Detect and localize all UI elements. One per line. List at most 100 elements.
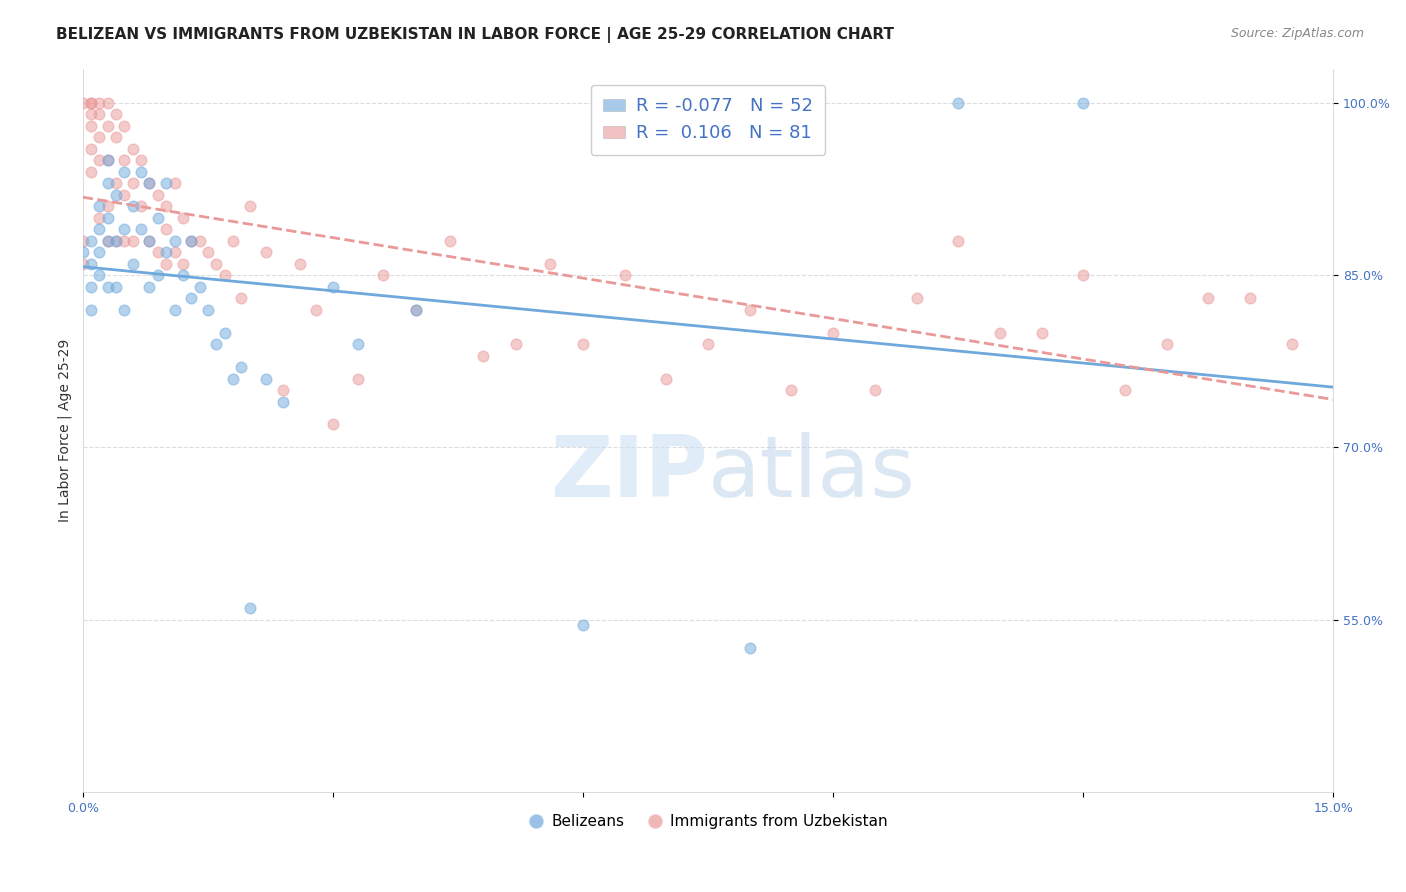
- Point: [205, 257, 228, 271]
- Point: [905, 291, 928, 305]
- Point: [89, 268, 111, 283]
- Point: [222, 234, 245, 248]
- Point: [155, 245, 177, 260]
- Text: BELIZEAN VS IMMIGRANTS FROM UZBEKISTAN IN LABOR FORCE | AGE 25-29 CORRELATION CH: BELIZEAN VS IMMIGRANTS FROM UZBEKISTAN I…: [56, 27, 894, 43]
- Point: [163, 245, 186, 260]
- Point: [146, 245, 169, 260]
- Point: [138, 234, 160, 248]
- Point: [121, 142, 143, 156]
- Point: [97, 279, 120, 293]
- Point: [197, 245, 219, 260]
- Point: [114, 234, 136, 248]
- Point: [80, 257, 103, 271]
- Point: [121, 199, 143, 213]
- Point: [172, 257, 194, 271]
- Point: [572, 337, 595, 351]
- Point: [80, 95, 103, 110]
- Point: [231, 360, 253, 375]
- Point: [823, 326, 845, 340]
- Point: [1071, 268, 1094, 283]
- Point: [89, 245, 111, 260]
- Point: [205, 337, 228, 351]
- Point: [97, 177, 120, 191]
- Point: [97, 211, 120, 225]
- Point: [172, 211, 194, 225]
- Point: [121, 257, 143, 271]
- Point: [89, 95, 111, 110]
- Point: [121, 234, 143, 248]
- Point: [948, 234, 970, 248]
- Point: [80, 302, 103, 317]
- Point: [146, 211, 169, 225]
- Point: [305, 302, 328, 317]
- Point: [697, 337, 720, 351]
- Point: [405, 302, 427, 317]
- Point: [80, 95, 103, 110]
- Point: [271, 383, 294, 397]
- Y-axis label: In Labor Force | Age 25-29: In Labor Force | Age 25-29: [58, 339, 72, 522]
- Point: [988, 326, 1011, 340]
- Point: [80, 142, 103, 156]
- Point: [1197, 291, 1219, 305]
- Point: [105, 279, 128, 293]
- Point: [538, 257, 561, 271]
- Point: [105, 234, 128, 248]
- Point: [180, 234, 202, 248]
- Point: [105, 130, 128, 145]
- Point: [121, 177, 143, 191]
- Point: [138, 177, 160, 191]
- Point: [163, 302, 186, 317]
- Point: [155, 222, 177, 236]
- Point: [780, 383, 803, 397]
- Point: [738, 302, 761, 317]
- Text: ZIP: ZIP: [550, 432, 709, 516]
- Point: [214, 268, 236, 283]
- Point: [572, 618, 595, 632]
- Point: [254, 371, 277, 385]
- Point: [80, 234, 103, 248]
- Point: [89, 130, 111, 145]
- Text: Source: ZipAtlas.com: Source: ZipAtlas.com: [1230, 27, 1364, 40]
- Point: [155, 199, 177, 213]
- Point: [1114, 383, 1136, 397]
- Point: [129, 222, 152, 236]
- Point: [105, 187, 128, 202]
- Point: [1156, 337, 1178, 351]
- Point: [138, 234, 160, 248]
- Point: [214, 326, 236, 340]
- Point: [72, 95, 94, 110]
- Point: [114, 165, 136, 179]
- Point: [163, 234, 186, 248]
- Point: [1071, 95, 1094, 110]
- Point: [97, 119, 120, 133]
- Point: [114, 187, 136, 202]
- Point: [72, 257, 94, 271]
- Point: [163, 177, 186, 191]
- Point: [97, 153, 120, 168]
- Point: [129, 199, 152, 213]
- Point: [738, 641, 761, 656]
- Point: [97, 153, 120, 168]
- Point: [72, 245, 94, 260]
- Point: [405, 302, 427, 317]
- Point: [155, 177, 177, 191]
- Point: [222, 371, 245, 385]
- Point: [155, 257, 177, 271]
- Text: atlas: atlas: [709, 432, 917, 516]
- Point: [322, 417, 344, 432]
- Point: [371, 268, 394, 283]
- Point: [80, 119, 103, 133]
- Point: [114, 153, 136, 168]
- Point: [89, 153, 111, 168]
- Point: [505, 337, 527, 351]
- Point: [288, 257, 311, 271]
- Point: [89, 199, 111, 213]
- Point: [238, 601, 260, 615]
- Point: [129, 153, 152, 168]
- Point: [89, 222, 111, 236]
- Point: [89, 107, 111, 121]
- Point: [188, 279, 211, 293]
- Point: [105, 234, 128, 248]
- Point: [1281, 337, 1303, 351]
- Point: [72, 234, 94, 248]
